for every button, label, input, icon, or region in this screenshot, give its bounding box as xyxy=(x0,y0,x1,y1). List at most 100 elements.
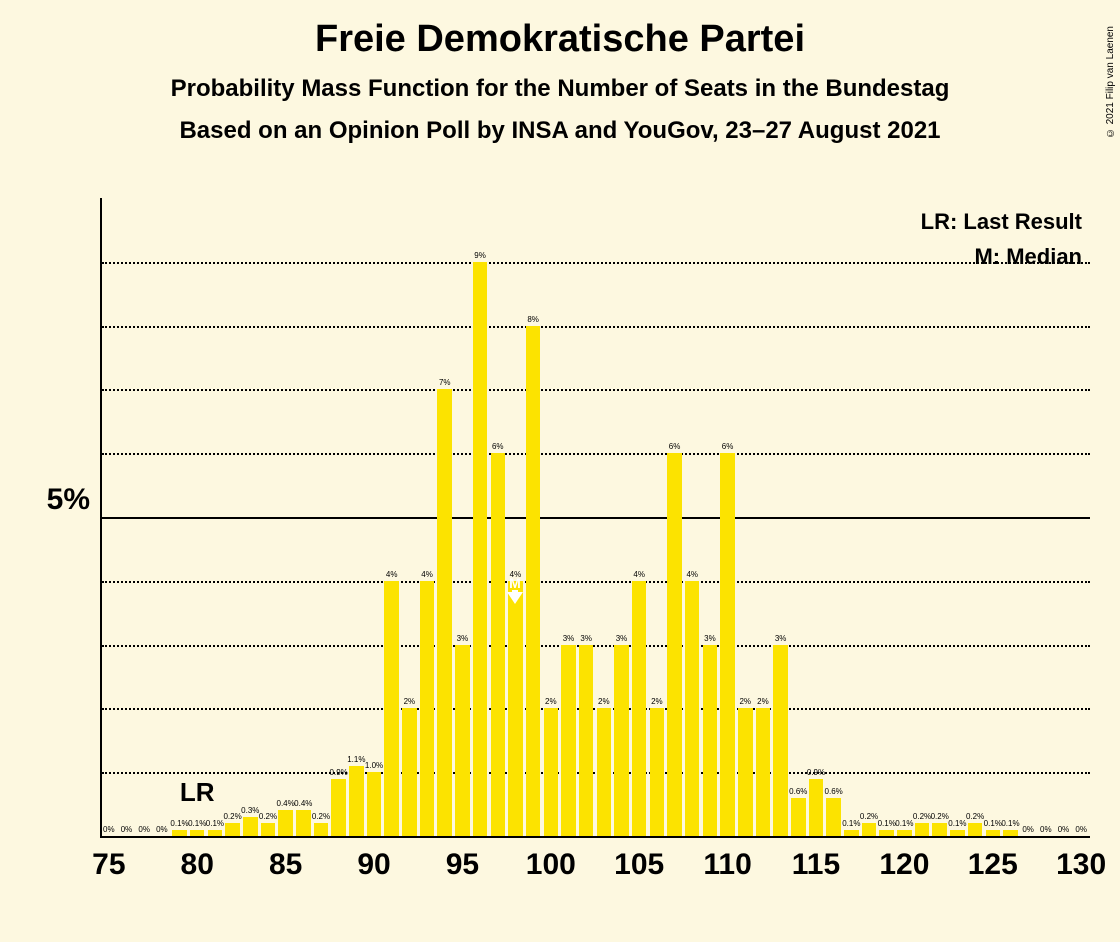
bar-value-label: 6% xyxy=(722,442,734,451)
x-tick-label: 80 xyxy=(181,848,214,882)
bar-value-label: 6% xyxy=(669,442,681,451)
bar xyxy=(756,708,770,836)
bar-value-label: 0.2% xyxy=(913,812,931,821)
bar xyxy=(561,645,575,836)
y-tick-label: 5% xyxy=(28,483,90,517)
bar-value-label: 0% xyxy=(1075,825,1087,834)
bar xyxy=(208,830,222,836)
bar-value-label: 3% xyxy=(775,634,787,643)
bar xyxy=(791,798,805,836)
bar-value-label: 0.2% xyxy=(860,812,878,821)
x-tick-label: 75 xyxy=(92,848,125,882)
bar xyxy=(862,823,876,836)
last-result-marker: LR xyxy=(180,777,215,808)
bar-value-label: 0.1% xyxy=(188,819,206,828)
bar xyxy=(420,581,434,836)
bar xyxy=(314,823,328,836)
bar-value-label: 2% xyxy=(651,697,663,706)
bar-value-label: 0.1% xyxy=(878,819,896,828)
bar-value-label: 3% xyxy=(563,634,575,643)
bar-value-label: 0.1% xyxy=(842,819,860,828)
bar xyxy=(349,766,363,836)
x-tick-label: 120 xyxy=(879,848,929,882)
bar xyxy=(579,645,593,836)
bar-value-label: 4% xyxy=(421,570,433,579)
bar-value-label: 0.1% xyxy=(895,819,913,828)
bar-value-label: 2% xyxy=(545,697,557,706)
chart-subtitle-2: Based on an Opinion Poll by INSA and You… xyxy=(0,117,1120,145)
bar-value-label: 0.1% xyxy=(984,819,1002,828)
bar-value-label: 0.2% xyxy=(259,812,277,821)
bar-value-label: 9% xyxy=(474,251,486,260)
bar xyxy=(384,581,398,836)
bar-value-label: 3% xyxy=(704,634,716,643)
chart-title: Freie Demokratische Partei xyxy=(0,18,1120,61)
bar xyxy=(508,581,522,836)
bar xyxy=(172,830,186,836)
bar-value-label: 4% xyxy=(510,570,522,579)
bar-value-label: 4% xyxy=(686,570,698,579)
bar xyxy=(968,823,982,836)
bar-value-label: 3% xyxy=(616,634,628,643)
bar-value-label: 0% xyxy=(1058,825,1070,834)
bars-container xyxy=(100,198,1090,838)
bar-value-label: 0% xyxy=(138,825,150,834)
bar-value-label: 7% xyxy=(439,378,451,387)
x-tick-label: 115 xyxy=(792,848,840,882)
x-tick-label: 105 xyxy=(614,848,664,882)
bar xyxy=(296,810,310,836)
bar-value-label: 1.1% xyxy=(347,755,365,764)
bar xyxy=(455,645,469,836)
bar xyxy=(278,810,292,836)
bar-value-label: 8% xyxy=(527,315,539,324)
bar xyxy=(826,798,840,836)
bar xyxy=(844,830,858,836)
bar-value-label: 2% xyxy=(757,697,769,706)
bar xyxy=(597,708,611,836)
bar-value-label: 0% xyxy=(1022,825,1034,834)
chart-subtitle-1: Probability Mass Function for the Number… xyxy=(0,75,1120,103)
bar xyxy=(703,645,717,836)
bar xyxy=(632,581,646,836)
bar-value-label: 6% xyxy=(492,442,504,451)
bar-value-label: 0.6% xyxy=(789,787,807,796)
bar xyxy=(261,823,275,836)
bar-value-label: 0.1% xyxy=(948,819,966,828)
bar xyxy=(491,453,505,836)
chart-plot-area: LR: Last Result M: Median 5% 75808590951… xyxy=(100,198,1090,838)
bar xyxy=(331,779,345,836)
bar xyxy=(950,830,964,836)
bar xyxy=(667,453,681,836)
bar xyxy=(897,830,911,836)
bar-value-label: 4% xyxy=(386,570,398,579)
x-tick-label: 100 xyxy=(526,848,576,882)
bar xyxy=(437,389,451,836)
bar-value-label: 0.1% xyxy=(206,819,224,828)
bar-value-label: 0.2% xyxy=(931,812,949,821)
bar-value-label: 0.6% xyxy=(825,787,843,796)
bar xyxy=(243,817,257,836)
x-tick-label: 95 xyxy=(446,848,479,882)
x-tick-label: 90 xyxy=(357,848,390,882)
bar-value-label: 3% xyxy=(580,634,592,643)
bar-value-label: 4% xyxy=(633,570,645,579)
bar-value-label: 0.4% xyxy=(294,799,312,808)
bar xyxy=(879,830,893,836)
bar-value-label: 0.1% xyxy=(1001,819,1019,828)
bar-value-label: 0.2% xyxy=(312,812,330,821)
bar-value-label: 0.9% xyxy=(330,768,348,777)
copyright-text: © 2021 Filip van Laenen xyxy=(1105,26,1116,138)
x-tick-label: 85 xyxy=(269,848,302,882)
bar xyxy=(685,581,699,836)
bar-value-label: 0.1% xyxy=(170,819,188,828)
bar-value-label: 0% xyxy=(121,825,133,834)
bar-value-label: 0.4% xyxy=(277,799,295,808)
bar xyxy=(986,830,1000,836)
bar xyxy=(614,645,628,836)
bar-value-label: 0.2% xyxy=(223,812,241,821)
bar xyxy=(367,772,381,836)
bar xyxy=(225,823,239,836)
bar xyxy=(1003,830,1017,836)
bar-value-label: 0% xyxy=(103,825,115,834)
bar-value-label: 1.0% xyxy=(365,761,383,770)
